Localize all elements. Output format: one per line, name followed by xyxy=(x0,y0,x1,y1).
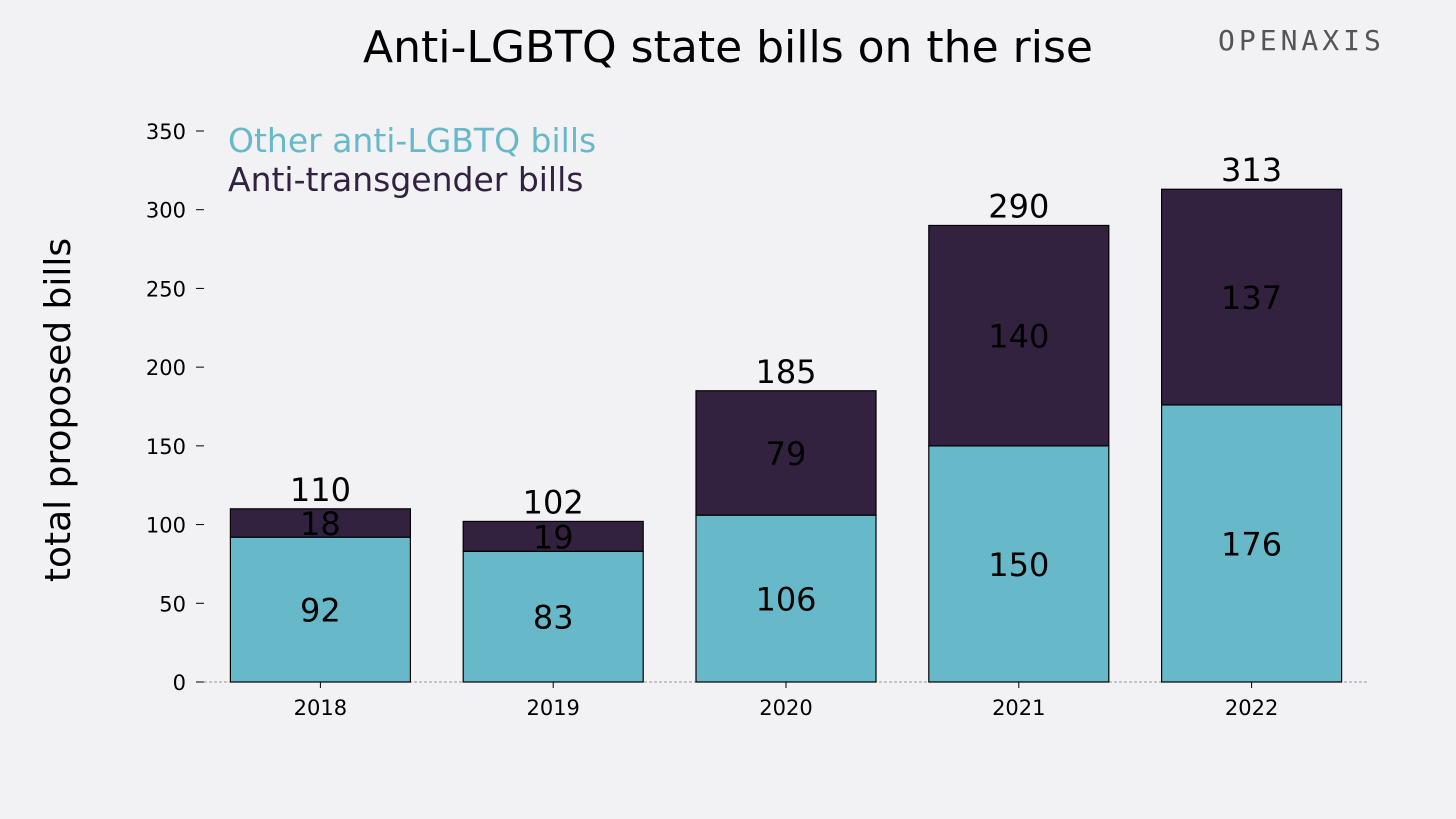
x-tick-label: 2018 xyxy=(294,696,347,720)
bar-segment-anti-transgender xyxy=(462,520,644,552)
x-tick-label: 2019 xyxy=(526,696,579,720)
bar-segment-other xyxy=(462,550,644,683)
bar-segment-other xyxy=(229,536,411,683)
x-axis: 2018 2019 2020 2021 2022 xyxy=(204,681,1368,720)
total-value-label: 313 xyxy=(1221,151,1282,189)
segment-value-label: 150 xyxy=(988,546,1049,584)
bar-segment-anti-transgender xyxy=(928,224,1110,447)
y-axis: 0 50 100 150 200 250 300 350 xyxy=(146,120,204,695)
y-tick-label: 150 xyxy=(146,435,186,459)
segment-value-label: 19 xyxy=(533,518,574,556)
x-tick-label: 2020 xyxy=(759,696,812,720)
y-tick-label: 200 xyxy=(146,356,186,380)
x-tick-label: 2022 xyxy=(1225,696,1278,720)
y-tick-label: 50 xyxy=(159,592,186,616)
legend-entry-other: Other anti-LGBTQ bills xyxy=(228,121,596,160)
segment-value-label: 18 xyxy=(300,505,341,543)
bar-segment-other xyxy=(695,514,877,683)
total-value-label: 110 xyxy=(290,471,351,509)
bars xyxy=(229,188,1343,683)
total-value-label: 290 xyxy=(988,187,1049,225)
brand-logo: OPENAXIS xyxy=(1218,24,1385,57)
y-tick-label: 100 xyxy=(146,514,186,538)
chart-title: Anti-LGBTQ state bills on the rise xyxy=(363,22,1093,73)
segment-value-label: 140 xyxy=(988,318,1049,356)
bar-segment-other xyxy=(1160,404,1343,683)
segment-value-label: 79 xyxy=(766,435,807,473)
total-value-label: 102 xyxy=(523,483,584,521)
bar-segment-other xyxy=(928,445,1110,683)
y-tick-label: 300 xyxy=(146,199,186,223)
legend-entry-anti-transgender: Anti-transgender bills xyxy=(228,160,583,199)
bar-segment-anti-transgender xyxy=(229,508,411,538)
segment-value-label: 176 xyxy=(1221,525,1282,563)
segment-value-label: 92 xyxy=(300,592,341,630)
y-axis-label: total proposed bills xyxy=(38,238,79,582)
bar-segment-anti-transgender xyxy=(1160,188,1343,406)
y-tick-label: 250 xyxy=(146,277,186,301)
bar-segment-anti-transgender xyxy=(695,390,877,516)
x-tick-label: 2021 xyxy=(992,696,1045,720)
y-tick-label: 350 xyxy=(146,120,186,144)
total-value-label: 185 xyxy=(755,353,816,391)
segment-value-label: 83 xyxy=(533,599,574,637)
segment-value-label: 137 xyxy=(1221,279,1282,317)
y-tick-label: 0 xyxy=(173,671,186,695)
segment-value-label: 106 xyxy=(755,581,816,619)
